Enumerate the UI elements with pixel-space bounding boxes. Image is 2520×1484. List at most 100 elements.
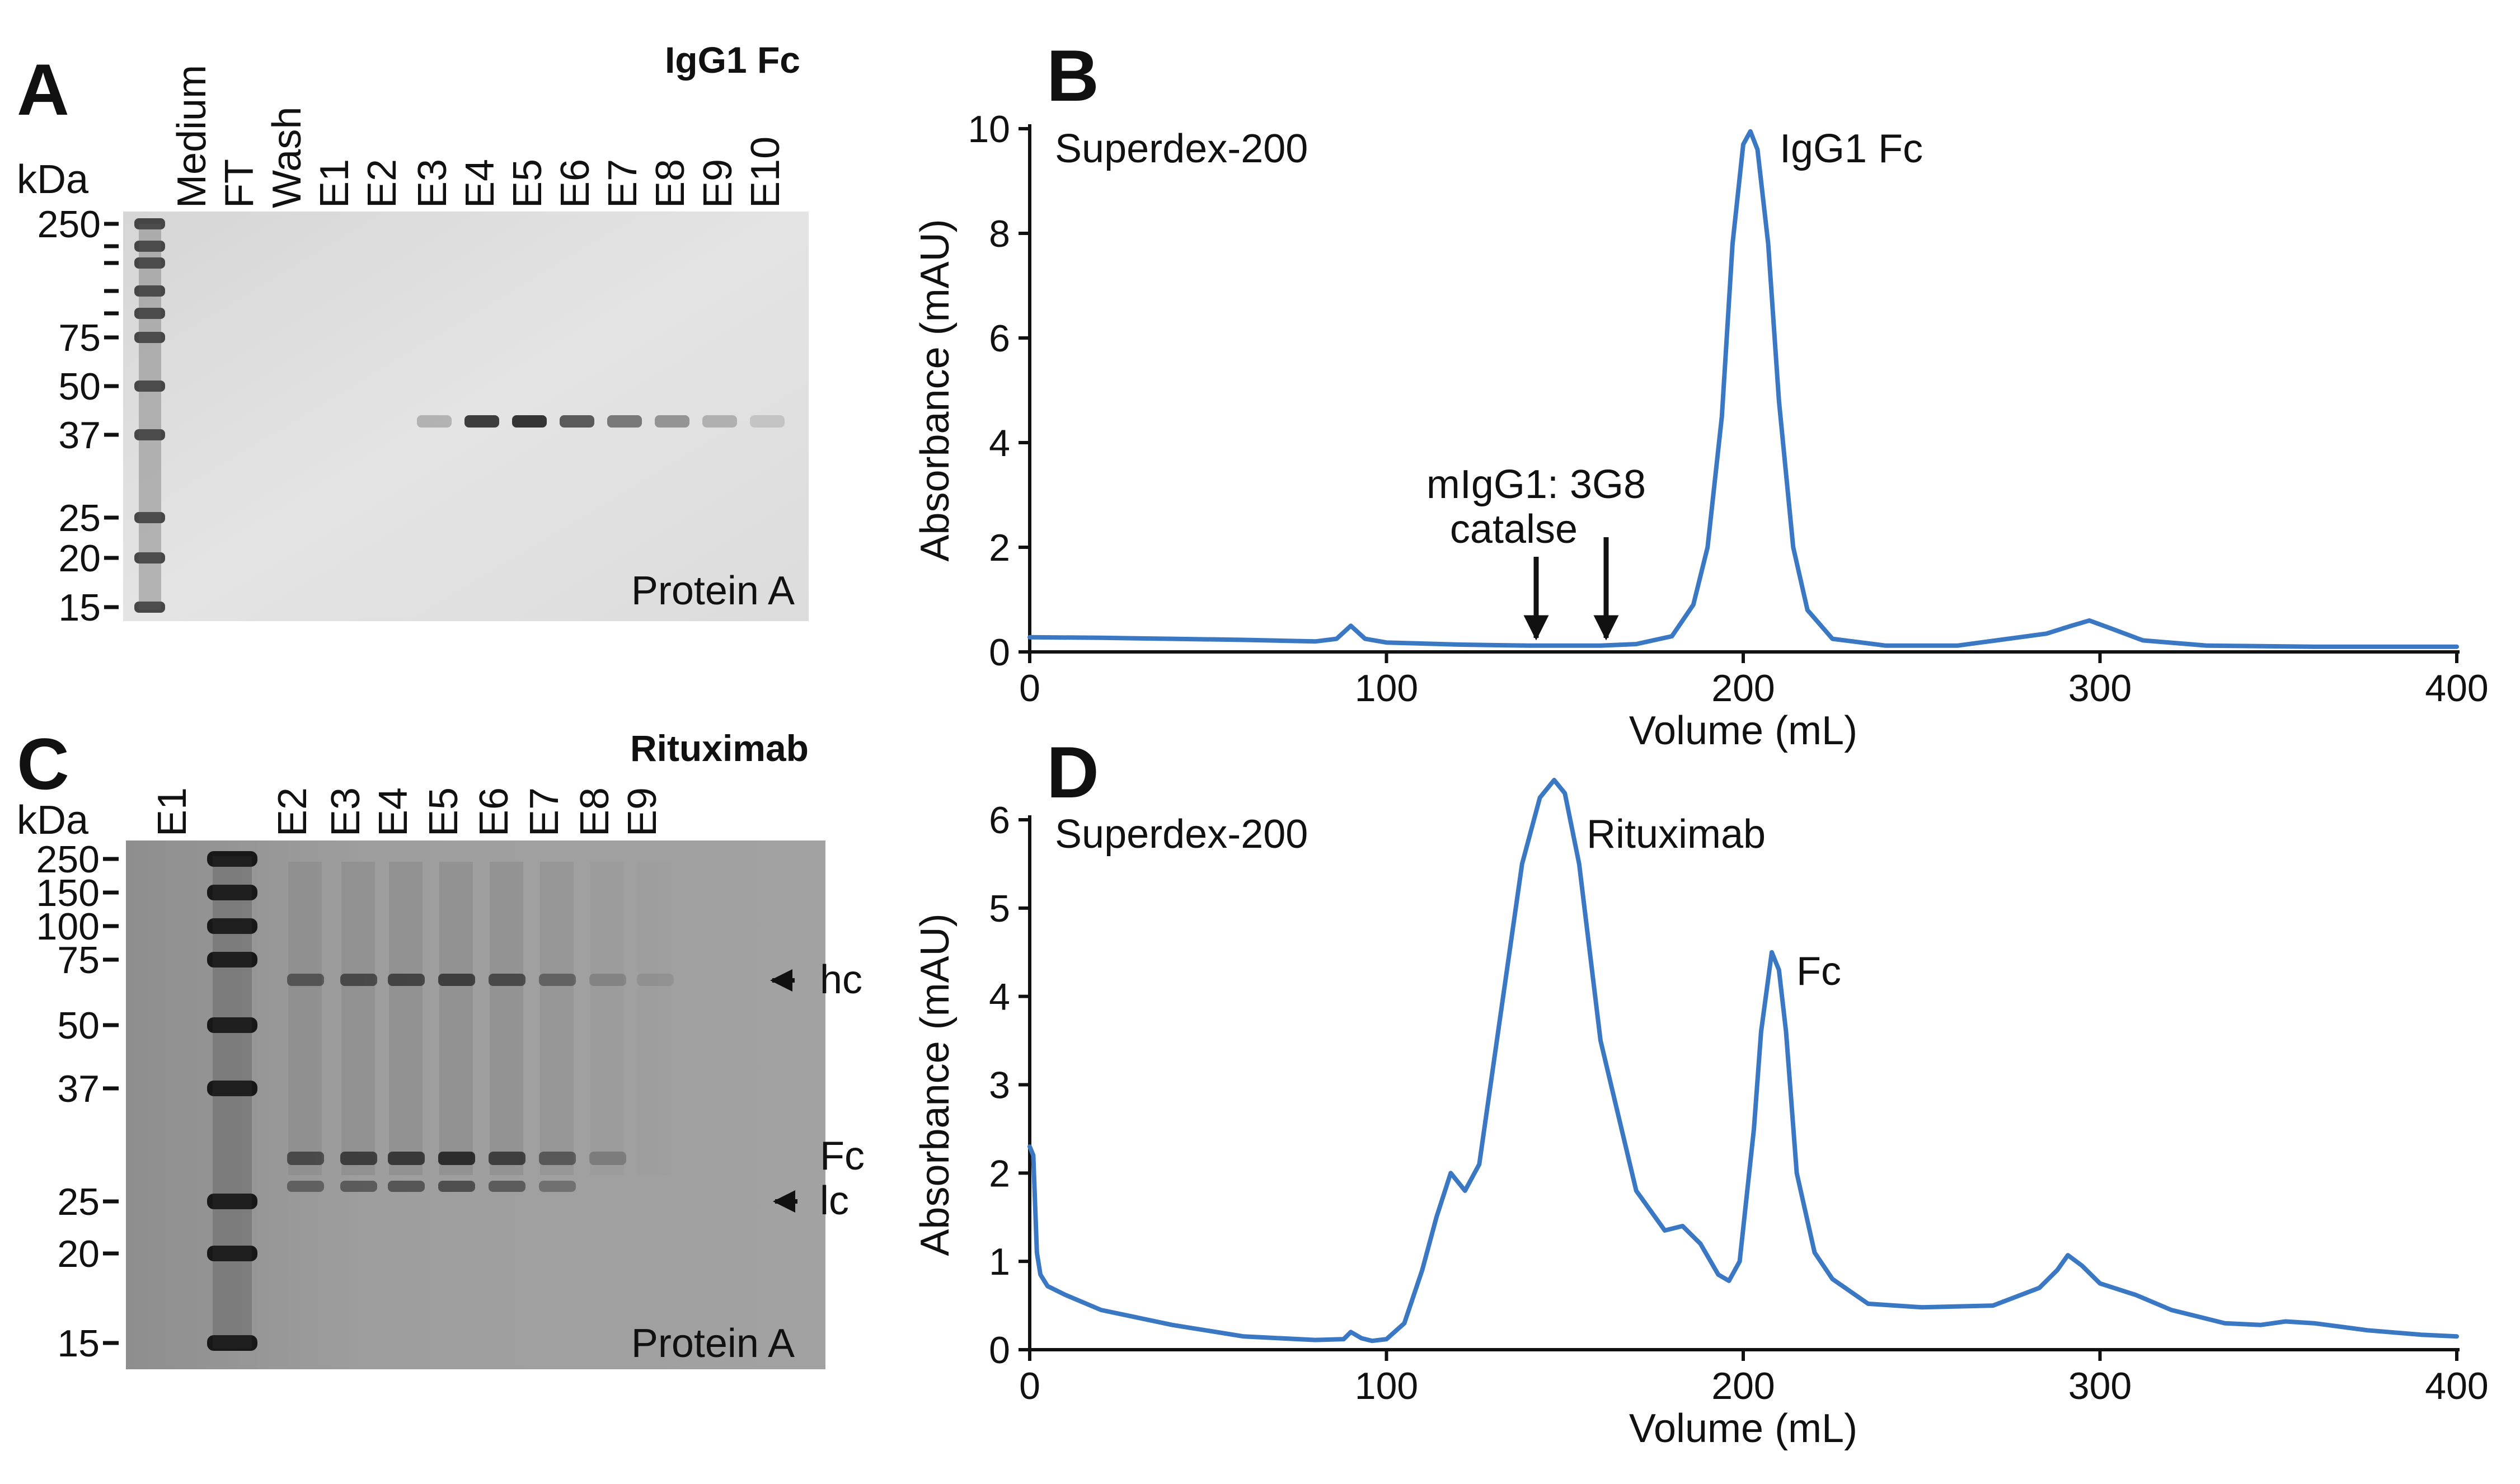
D-ytick-label-4: 4 [989, 976, 1010, 1018]
D-xtick-label-300: 300 [2068, 1365, 2132, 1407]
panel-b-peak-label: IgG1 Fc [1780, 126, 1923, 171]
panel-b-arrow-text-2: catalse [1450, 507, 1578, 552]
smear-e4 [389, 862, 423, 1175]
lc-band-e5 [438, 1181, 475, 1192]
panel-c-ladder [207, 851, 257, 1351]
panel-d-note: Superdex-200 [1055, 812, 1308, 857]
fc-band-e7 [539, 1152, 576, 1165]
ladder-c-band-2 [207, 918, 257, 934]
smear-e5 [439, 862, 473, 1175]
band-e10 [750, 415, 785, 428]
panel-a-caption: Protein A [631, 569, 795, 613]
D-ytick-label-1: 1 [989, 1241, 1010, 1283]
panel-c: C Rituximab kDa E1 E2 E3 E4 E5 E6 E7 E8 E9 25015… [17, 723, 865, 1369]
lane-label-e3: E3 [410, 159, 455, 208]
panel-c-caption: Protein A [631, 1321, 795, 1366]
D-ytick-label-6: 6 [989, 799, 1010, 842]
hc-band-e3 [340, 974, 377, 986]
lane-label-c-e6: E6 [472, 787, 517, 837]
lc-band-e7 [539, 1181, 576, 1192]
panel-c-title: Rituximab [630, 727, 809, 769]
ladder-band-9 [134, 552, 165, 563]
ladder-band-4 [134, 308, 165, 319]
B-ytick-label-10: 10 [968, 108, 1010, 151]
lane-label-e2: E2 [360, 159, 405, 208]
marker-label-250: 250 [37, 203, 101, 246]
lane-label-c-e7: E7 [522, 787, 567, 837]
fc-band-e8 [589, 1152, 626, 1165]
lane-label-e7: E7 [600, 159, 645, 208]
lane-label-ft: FT [217, 159, 262, 208]
marker-label-15: 15 [58, 586, 101, 629]
D-ytick-label-3: 3 [989, 1064, 1010, 1107]
ladder-c-band-8 [207, 1335, 257, 1351]
B-series-line-0 [1027, 129, 2459, 649]
D-x-axis-title: Volume (mL) [1629, 1406, 1857, 1451]
marker-c-label-50: 50 [57, 1004, 100, 1047]
marker-label-20: 20 [58, 537, 101, 580]
smear-e7 [540, 862, 574, 1175]
hc-band-e6 [489, 974, 525, 986]
marker-label-37: 37 [58, 414, 101, 457]
ladder-band-2 [134, 257, 165, 269]
ladder-band-5 [134, 332, 165, 343]
panel-c-fc-label: Fc [820, 1134, 865, 1178]
D-xtick-label-100: 100 [1355, 1365, 1418, 1407]
panel-a-kda-label: kDa [17, 157, 89, 202]
B-ytick-label-2: 2 [989, 527, 1010, 569]
lane-label-c-e3: E3 [323, 787, 368, 837]
smear-e8 [590, 862, 624, 1175]
hc-band-e2 [287, 974, 324, 986]
panel-b-arrow-text-1: mIgG1: 3G8 [1426, 462, 1646, 507]
marker-label-25: 25 [58, 497, 101, 539]
ladder-c-smear [213, 856, 252, 1349]
panel-c-lane-labels: E1 E2 E3 E4 E5 E6 E7 E8 E9 [150, 787, 665, 837]
lane-label-c-e9: E9 [620, 787, 665, 837]
panel-a: A IgG1 Fc kDa Medium FT Wash E1 E2 E3 E4 E5 E6 E7… [17, 39, 809, 629]
lane-label-e5: E5 [505, 159, 550, 208]
lane-label-c-e8: E8 [572, 787, 617, 837]
marker-c-label-150: 150 [36, 872, 100, 914]
B-ytick-label-6: 6 [989, 317, 1010, 360]
panel-c-lc-label: lc [820, 1178, 849, 1223]
ladder-band-10 [134, 602, 165, 613]
D-ytick-label-0: 0 [989, 1329, 1010, 1372]
fc-band-e3 [340, 1152, 377, 1165]
ladder-c-band-7 [207, 1246, 257, 1261]
ladder-band-1 [134, 241, 165, 252]
lane-label-e8: E8 [648, 159, 693, 208]
fc-band-e5 [438, 1152, 475, 1165]
D-xtick-label-400: 400 [2425, 1365, 2488, 1407]
lane-label-e10: E10 [743, 137, 788, 208]
marker-c-label-25: 25 [57, 1181, 100, 1223]
panel-d-label: D [1047, 731, 1099, 813]
smear-e6 [490, 862, 523, 1175]
B-x-axis-title: Volume (mL) [1629, 708, 1857, 753]
panel-c-bands [287, 862, 674, 1192]
marker-c-label-100: 100 [36, 905, 100, 948]
lane-label-medium: Medium [170, 65, 214, 208]
hc-band-e5 [438, 974, 475, 986]
band-e3 [417, 415, 452, 428]
panel-b: B Superdex-200 0 100 200 300 400 0 2 4 6 8 10 Volum… [913, 35, 2489, 753]
lc-band-e3 [340, 1181, 377, 1192]
B-ytick-label-4: 4 [989, 422, 1010, 464]
chart-b: 0 100 200 300 400 0 2 4 6 8 10 Volume (mL) Absorbanc… [913, 108, 2489, 753]
B-xtick-label-100: 100 [1355, 667, 1418, 710]
marker-label-50: 50 [58, 365, 101, 408]
lc-band-e6 [489, 1181, 525, 1192]
lane-label-c-e1: E1 [150, 787, 195, 837]
D-ytick-label-5: 5 [989, 887, 1010, 930]
band-e4 [464, 415, 499, 428]
panel-c-hc-label: hc [820, 957, 862, 1002]
panel-a-lane-labels: Medium FT Wash E1 E2 E3 E4 E5 E6 E7 E8 E9 E10 [170, 65, 788, 208]
panel-d: D Superdex-200 0 100 200 300 400 0 1 2 3 4 5 6 Volum… [913, 731, 2489, 1451]
ladder-c-band-4 [207, 1017, 257, 1033]
band-e9 [702, 415, 737, 428]
D-xtick-label-0: 0 [1019, 1365, 1040, 1407]
panel-a-label: A [17, 49, 69, 130]
lane-label-wash: Wash [265, 107, 309, 208]
chart-d: 0 100 200 300 400 0 1 2 3 4 5 6 Volume (mL) Absorbanc… [913, 778, 2489, 1451]
ladder-c-band-3 [207, 952, 257, 968]
